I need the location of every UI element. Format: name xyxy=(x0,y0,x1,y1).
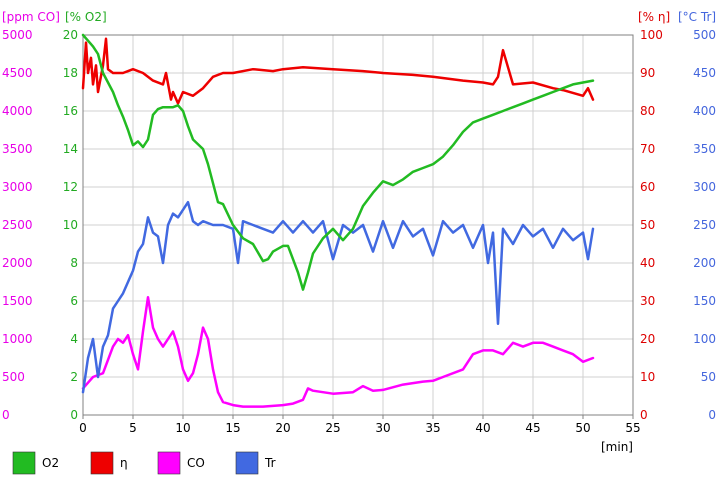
y-tick-label-eta: 50 xyxy=(640,218,655,232)
y-tick-label-eta: 30 xyxy=(640,294,655,308)
y-tick-label-tr: 150 xyxy=(693,294,716,308)
y-tick-label-tr: 350 xyxy=(693,142,716,156)
x-axis-unit-label: [min] xyxy=(601,440,633,454)
y-tick-label-eta: 60 xyxy=(640,180,655,194)
y-tick-label-o2: 6 xyxy=(70,294,78,308)
x-tick-label: 15 xyxy=(225,421,240,435)
legend-item: Tr xyxy=(235,451,276,475)
y-tick-label-eta: 0 xyxy=(640,408,648,422)
y-tick-label-co: 500 xyxy=(2,370,25,384)
legend-item: O2 xyxy=(12,451,59,475)
y-tick-label-co: 4000 xyxy=(2,104,33,118)
y-tick-label-co: 4500 xyxy=(2,66,33,80)
series-line-tr xyxy=(81,200,595,394)
y-tick-label-o2: 10 xyxy=(63,218,78,232)
series-line-co xyxy=(81,295,595,408)
y-axis-title-tr: [°C Tr] xyxy=(678,10,716,24)
x-tick-label: 20 xyxy=(275,421,290,435)
legend-swatch xyxy=(157,451,181,475)
y-tick-label-o2: 12 xyxy=(63,180,78,194)
legend-label: η xyxy=(120,456,128,470)
y-tick-label-eta: 10 xyxy=(640,370,655,384)
x-tick-label: 25 xyxy=(325,421,340,435)
y-tick-label-o2: 0 xyxy=(70,408,78,422)
y-axis-title-eta: [% η] xyxy=(638,10,670,24)
y-tick-label-tr: 500 xyxy=(693,28,716,42)
y-tick-label-tr: 300 xyxy=(693,180,716,194)
y-tick-label-o2: 18 xyxy=(63,66,78,80)
x-tick-label: 40 xyxy=(475,421,490,435)
y-tick-label-tr: 250 xyxy=(693,218,716,232)
y-axis-o2: 0 2 4 6 8 10 12 14 16 18 20 [% O2] xyxy=(63,10,107,422)
series-line-o2 xyxy=(81,33,595,291)
legend-label: O2 xyxy=(42,456,59,470)
y-tick-label-co: 0 xyxy=(2,408,10,422)
y-axis-eta: 0 10 20 30 40 50 60 70 80 90 100 [% η] xyxy=(638,10,670,422)
x-axis: 0 5 10 15 20 25 30 35 40 45 50 55 [min] xyxy=(79,415,641,454)
y-tick-label-tr: 0 xyxy=(708,408,716,422)
x-tick-label: 30 xyxy=(375,421,390,435)
y-tick-label-eta: 20 xyxy=(640,332,655,346)
legend-swatch xyxy=(235,451,259,475)
y-tick-label-tr: 200 xyxy=(693,256,716,270)
legend-item: CO xyxy=(157,451,205,475)
y-axis-co: 0 500 1000 1500 2000 2500 3000 3500 4000 4500 5000… xyxy=(2,10,60,422)
series-lines xyxy=(81,33,595,408)
legend-swatch xyxy=(12,451,36,475)
y-tick-label-co: 1500 xyxy=(2,294,33,308)
y-tick-label-o2: 4 xyxy=(70,332,78,346)
y-axis-title-co: [ppm CO] xyxy=(2,10,60,24)
y-tick-label-co: 2500 xyxy=(2,218,33,232)
y-axis-title-o2: [% O2] xyxy=(65,10,107,24)
y-tick-label-tr: 100 xyxy=(693,332,716,346)
legend: O2 η CO Tr xyxy=(12,451,276,475)
x-tick-label: 0 xyxy=(79,421,87,435)
x-tick-label: 10 xyxy=(175,421,190,435)
y-tick-label-o2: 14 xyxy=(63,142,78,156)
y-tick-label-o2: 8 xyxy=(70,256,78,270)
grid-lines xyxy=(82,34,634,416)
y-axis-tr: 0 50 100 150 200 250 300 350 400 450 500 [°C Tr] xyxy=(678,10,716,422)
y-tick-label-co: 5000 xyxy=(2,28,33,42)
y-tick-label-tr: 400 xyxy=(693,104,716,118)
y-tick-label-o2: 16 xyxy=(63,104,78,118)
series-line-eta xyxy=(81,37,595,105)
y-tick-label-eta: 100 xyxy=(640,28,663,42)
legend-swatch xyxy=(90,451,114,475)
legend-label: CO xyxy=(187,456,205,470)
y-tick-label-co: 2000 xyxy=(2,256,33,270)
x-tick-label: 5 xyxy=(129,421,137,435)
y-tick-label-o2: 20 xyxy=(63,28,78,42)
y-tick-label-tr: 450 xyxy=(693,66,716,80)
plot-frame xyxy=(82,34,634,416)
y-tick-label-eta: 40 xyxy=(640,256,655,270)
legend-item: η xyxy=(90,451,128,475)
y-tick-label-eta: 80 xyxy=(640,104,655,118)
x-tick-label: 55 xyxy=(625,421,640,435)
y-tick-label-o2: 2 xyxy=(70,370,78,384)
y-tick-label-co: 1000 xyxy=(2,332,33,346)
y-tick-label-eta: 70 xyxy=(640,142,655,156)
y-tick-label-tr: 50 xyxy=(701,370,716,384)
y-tick-label-eta: 90 xyxy=(640,66,655,80)
x-tick-label: 35 xyxy=(425,421,440,435)
y-tick-label-co: 3000 xyxy=(2,180,33,194)
y-tick-label-co: 3500 xyxy=(2,142,33,156)
legend-label: Tr xyxy=(264,456,276,470)
x-tick-label: 45 xyxy=(525,421,540,435)
x-tick-label: 50 xyxy=(575,421,590,435)
